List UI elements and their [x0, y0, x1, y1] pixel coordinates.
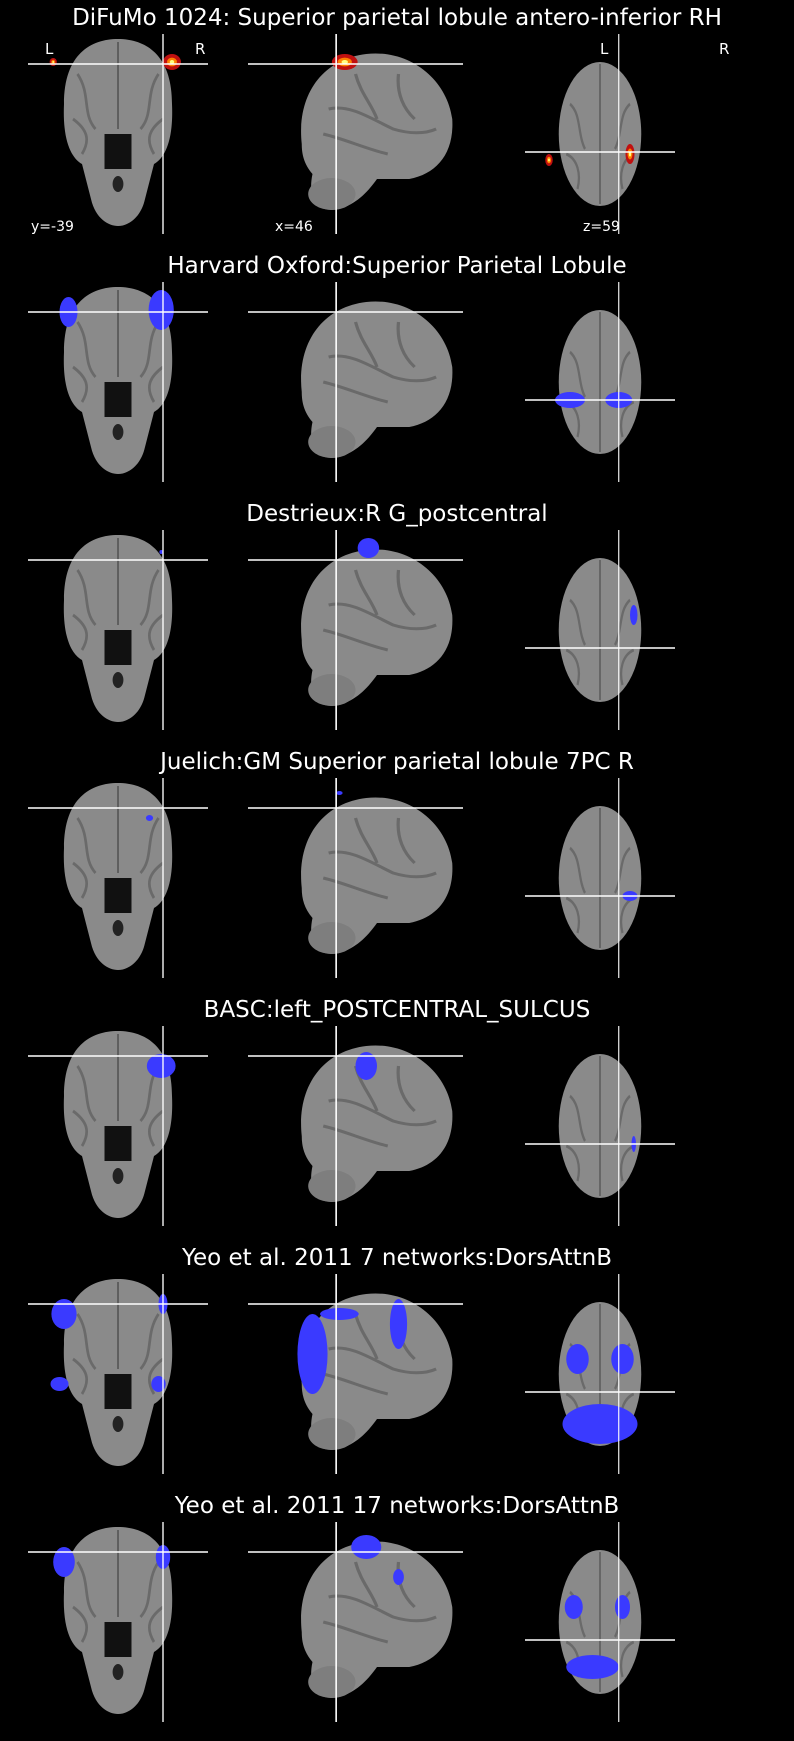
panel-title: BASC:left_POSTCENTRAL_SULCUS: [203, 997, 591, 1023]
orientation-right-label: R: [195, 40, 206, 58]
sagittal-brain: [301, 53, 453, 210]
coronal-view: [28, 282, 208, 482]
coronal-view: [28, 778, 208, 978]
axial-view: [525, 530, 675, 730]
sagittal-view: [248, 282, 463, 482]
overlay-region: [393, 1569, 404, 1585]
sagittal-brain: [301, 1541, 453, 1698]
coord-label-z: z=59: [583, 219, 620, 235]
overlay-region-peak: [548, 158, 550, 162]
overlay-region: [159, 550, 163, 554]
axial-brain: [558, 310, 642, 454]
sagittal-view: [248, 1026, 463, 1226]
overlay-region-peak: [341, 60, 348, 64]
overlay-region: [564, 1595, 583, 1619]
overlay-region: [320, 1308, 359, 1320]
overlay-region: [53, 1547, 75, 1577]
sagittal-brain: [301, 1293, 453, 1450]
overlay-region: [566, 1655, 619, 1679]
coronal-view: [28, 1522, 208, 1722]
overlay-region: [351, 1535, 382, 1559]
sagittal-view: [248, 530, 463, 730]
overlay-region: [630, 605, 638, 625]
overlay-region: [145, 815, 154, 821]
coronal-view: [28, 34, 208, 234]
panel-title: Harvard Oxford:Superior Parietal Lobule: [167, 253, 627, 279]
axial-brain: [558, 1054, 642, 1198]
axial-brain: [558, 62, 642, 206]
panel-title: Yeo et al. 2011 7 networks:DorsAttnB: [182, 1245, 612, 1271]
panel-title: Destrieux:R G_postcentral: [246, 501, 548, 527]
coronal-brain: [63, 783, 173, 970]
axial-view: [525, 282, 675, 482]
axial-view: [525, 1522, 675, 1722]
overlay-region: [297, 1314, 328, 1394]
overlay-region: [389, 1299, 408, 1349]
overlay-region: [151, 1376, 166, 1392]
atlas-panel: Yeo et al. 2011 7 networks:DorsAttnB: [0, 1240, 794, 1488]
sagittal-view: [248, 1522, 463, 1722]
sagittal-brain: [301, 797, 453, 954]
overlay-region: [615, 1595, 630, 1619]
overlay-region: [50, 1377, 69, 1391]
overlay-region: [146, 1054, 176, 1078]
coronal-brain: [63, 1031, 173, 1218]
coronal-brain: [63, 535, 173, 722]
overlay-region: [51, 1299, 77, 1329]
axial-view: [525, 34, 675, 234]
coronal-brain: [63, 1527, 173, 1714]
overlay-region: [611, 1344, 634, 1374]
orientation-left-label: L: [600, 40, 609, 58]
atlas-panel: Harvard Oxford:Superior Parietal Lobule: [0, 248, 794, 496]
axial-view: [525, 778, 675, 978]
coronal-brain: [63, 39, 173, 226]
sagittal-brain: [301, 301, 453, 458]
overlay-region-peak: [169, 60, 175, 64]
sagittal-view: [248, 34, 463, 234]
axial-brain: [558, 558, 642, 702]
atlas-panel: BASC:left_POSTCENTRAL_SULCUS: [0, 992, 794, 1240]
atlas-panel: DiFuMo 1024: Superior parietal lobule an…: [0, 0, 794, 248]
sagittal-view: [248, 1274, 463, 1474]
coronal-view: [28, 530, 208, 730]
orientation-left-label: L: [45, 40, 54, 58]
panel-title: Yeo et al. 2011 17 networks:DorsAttnB: [174, 1493, 620, 1519]
overlay-region-peak: [52, 61, 55, 63]
axial-brain: [558, 806, 642, 950]
coord-label-x: x=46: [275, 219, 313, 235]
sagittal-view: [248, 778, 463, 978]
overlay-region: [148, 290, 174, 330]
panel-title: DiFuMo 1024: Superior parietal lobule an…: [72, 5, 722, 31]
coord-label-y: y=-39: [31, 219, 74, 235]
overlay-region: [566, 1344, 589, 1374]
overlay-region: [355, 1052, 377, 1080]
atlas-panel: Yeo et al. 2011 17 networks:DorsAttnB: [0, 1488, 794, 1736]
coronal-brain: [63, 287, 173, 474]
sagittal-brain: [301, 549, 453, 706]
overlay-region: [336, 791, 343, 795]
coronal-view: [28, 1026, 208, 1226]
coronal-brain: [63, 1279, 173, 1466]
atlas-panel: Juelich:GM Superior parietal lobule 7PC …: [0, 744, 794, 992]
axial-view: [525, 1274, 675, 1474]
overlay-region: [357, 538, 380, 558]
sagittal-brain: [301, 1045, 453, 1202]
overlay-region: [562, 1404, 638, 1444]
atlas-panel: Destrieux:R G_postcentral: [0, 496, 794, 744]
panel-title: Juelich:GM Superior parietal lobule 7PC …: [160, 749, 634, 775]
coronal-view: [28, 1274, 208, 1474]
orientation-right-label: R: [719, 40, 730, 58]
axial-view: [525, 1026, 675, 1226]
